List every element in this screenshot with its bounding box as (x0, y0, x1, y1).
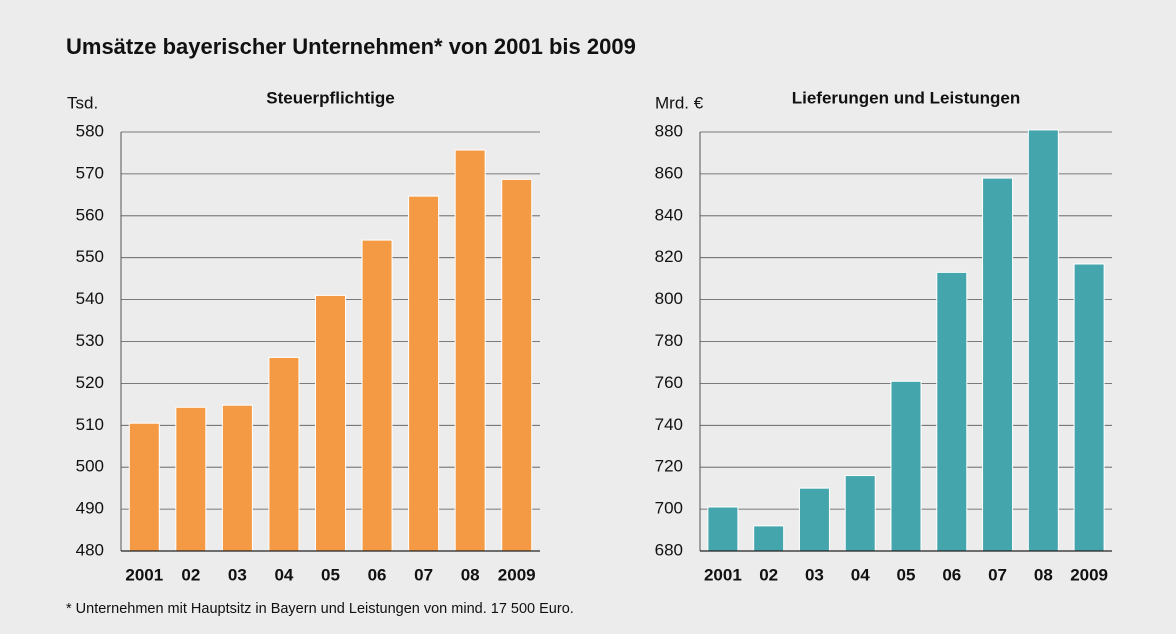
y-tick-label: 490 (76, 499, 104, 518)
x-tick-label: 08 (1034, 565, 1053, 584)
y-tick-label: 880 (655, 121, 683, 140)
y-tick-label: 520 (76, 373, 104, 392)
bar (844, 475, 876, 552)
y-tick-label: 840 (655, 205, 683, 224)
y-tick-label: 860 (655, 163, 683, 182)
y-tick-label: 480 (76, 540, 104, 559)
x-tick-label: 03 (228, 565, 247, 584)
bar (361, 239, 393, 552)
y-tick-label: 680 (655, 540, 683, 559)
y-tick-label: 550 (76, 247, 104, 266)
x-tick-label: 04 (274, 565, 293, 584)
x-tick-label: 06 (368, 565, 387, 584)
bar (707, 506, 739, 552)
bar (890, 380, 922, 552)
page-title: Umsätze bayerischer Unternehmen* von 200… (66, 34, 636, 59)
bar (408, 195, 440, 552)
x-tick-label: 03 (805, 565, 824, 584)
bar (1027, 129, 1059, 552)
x-tick-label: 07 (988, 565, 1007, 584)
y-tick-label: 820 (655, 247, 683, 266)
x-tick-label: 07 (414, 565, 433, 584)
y-tick-label: 700 (655, 499, 683, 518)
y-axis-unit: Mrd. € (655, 93, 704, 112)
y-tick-label: 500 (76, 457, 104, 476)
x-tick-label: 02 (181, 565, 200, 584)
y-tick-label: 740 (655, 415, 683, 434)
x-tick-label: 05 (897, 565, 916, 584)
bar (798, 487, 830, 552)
y-tick-label: 780 (655, 331, 683, 350)
x-tick-label: 06 (942, 565, 961, 584)
bar (1073, 263, 1105, 552)
bar (936, 271, 968, 552)
x-tick-label: 2009 (498, 565, 536, 584)
bar (221, 404, 253, 552)
y-tick-label: 530 (76, 331, 104, 350)
bar (268, 356, 300, 552)
bar (315, 294, 346, 552)
x-tick-label: 04 (851, 565, 870, 584)
chart-title: Lieferungen und Leistungen (792, 88, 1021, 107)
x-tick-label: 2001 (125, 565, 163, 584)
bar (753, 525, 785, 552)
x-tick-label: 05 (321, 565, 340, 584)
x-tick-label: 2001 (704, 565, 742, 584)
chart-title: Steuerpflichtige (266, 88, 394, 107)
bar (501, 178, 533, 552)
x-tick-label: 02 (759, 565, 778, 584)
y-tick-label: 540 (76, 289, 104, 308)
x-tick-label: 08 (461, 565, 480, 584)
y-tick-label: 560 (76, 205, 104, 224)
y-tick-label: 800 (655, 289, 683, 308)
bar (454, 149, 486, 552)
y-tick-label: 580 (76, 121, 104, 140)
x-tick-label: 2009 (1070, 565, 1108, 584)
bar (128, 422, 160, 552)
y-tick-label: 510 (76, 415, 104, 434)
footnote: * Unternehmen mit Hauptsitz in Bayern un… (66, 601, 574, 617)
bar (175, 406, 207, 552)
y-tick-label: 760 (655, 373, 683, 392)
bar (982, 177, 1014, 552)
y-axis-unit: Tsd. (67, 93, 98, 112)
y-tick-label: 570 (76, 163, 104, 182)
y-tick-label: 720 (655, 457, 683, 476)
